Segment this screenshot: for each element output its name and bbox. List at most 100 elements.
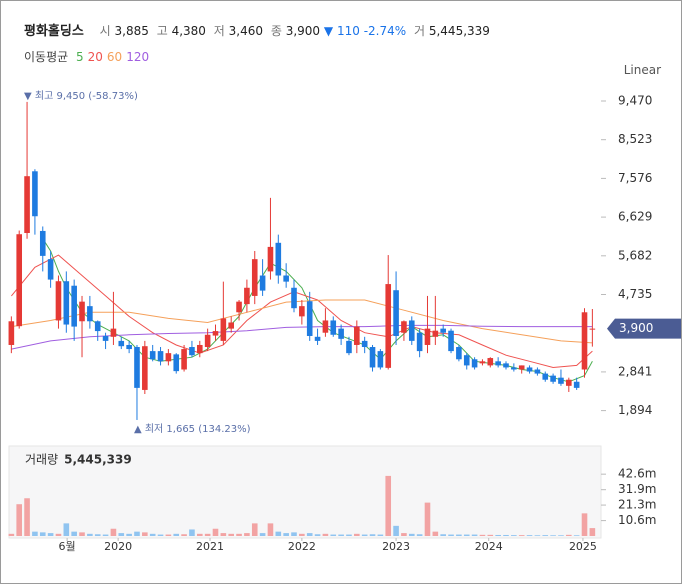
candle-body	[189, 347, 195, 356]
volume-bar	[259, 533, 266, 536]
volume-bar	[440, 534, 446, 536]
candle-body	[566, 379, 572, 386]
candle-body	[322, 320, 329, 333]
open-label: 시	[99, 24, 111, 38]
candle-body	[142, 346, 148, 390]
candle-body	[149, 351, 156, 360]
y-tick-label: 42.6m	[618, 467, 656, 481]
volume-bar	[369, 534, 376, 536]
candle-body	[550, 375, 556, 382]
legend-entry: 5	[76, 50, 84, 64]
candle-body	[346, 340, 352, 354]
candle-body	[165, 353, 172, 362]
volume-bar	[581, 513, 588, 536]
volume-bar	[196, 533, 203, 536]
volume-bar	[346, 534, 352, 536]
volume-bar	[503, 534, 509, 536]
legend-entry: 120	[126, 50, 150, 64]
extreme-annotation: ▼ 최고 9,450 (-58.73%)	[24, 90, 138, 102]
x-tick-label: 2024	[475, 540, 503, 553]
x-tick-label: 2025	[569, 540, 597, 553]
candle-body	[24, 176, 30, 233]
volume-bar	[87, 533, 93, 536]
candle-body	[408, 320, 415, 341]
close-label: 종	[270, 24, 282, 38]
close-value: 3,900	[285, 24, 321, 38]
volume-bar	[354, 533, 360, 536]
volume-bar	[55, 533, 62, 536]
ma-legend: 이동평균 5 20 60 120	[24, 48, 149, 65]
volume-bar	[495, 534, 501, 536]
candle-body	[526, 367, 533, 372]
volume-title-value: 5,445,339	[64, 453, 132, 467]
volume-bar	[189, 529, 195, 536]
candle-body	[542, 373, 549, 380]
volume-bar	[149, 533, 156, 536]
candle-body	[8, 321, 15, 345]
change-arrow: ▼	[323, 24, 334, 38]
candle-body	[581, 312, 588, 370]
volume-bar	[267, 523, 274, 536]
volume-bar	[534, 535, 541, 536]
volume-bar	[377, 534, 384, 536]
candle-body	[432, 330, 439, 337]
candle-body	[495, 361, 501, 366]
candle-body	[55, 281, 62, 321]
volume-bar	[32, 531, 38, 536]
volume-bar	[456, 534, 462, 536]
candle-body	[440, 328, 446, 333]
scale-button[interactable]: Linear	[623, 63, 661, 77]
x-tick-label: 2021	[196, 540, 224, 553]
candle-body	[518, 365, 525, 370]
x-tick-label: 2022	[288, 540, 316, 553]
volume-bar	[39, 532, 46, 536]
volume-bar	[165, 534, 172, 536]
candle-body	[94, 321, 101, 332]
volume-bar	[173, 533, 180, 536]
y-tick-label: 31.9m	[618, 482, 656, 496]
ma-line	[11, 254, 593, 369]
volume-bar	[471, 534, 478, 536]
candle-body	[173, 354, 180, 372]
volume-bar	[573, 535, 580, 536]
extreme-annotation: ▲ 최저 1,665 (134.23%)	[134, 423, 251, 435]
volume-bar	[8, 533, 15, 536]
volume-bar	[330, 534, 337, 536]
candle-body	[511, 367, 517, 370]
candle-body	[134, 347, 140, 388]
candle-body	[338, 328, 344, 339]
volume-bar	[228, 533, 234, 536]
candle-body	[126, 344, 132, 350]
candle-body	[456, 347, 462, 360]
candle-body	[503, 363, 509, 368]
volume-bar	[126, 533, 132, 536]
candle-body	[416, 332, 423, 352]
candle-body	[291, 287, 297, 309]
volume-bar	[518, 535, 525, 536]
y-tick-label: 6,629	[618, 210, 652, 224]
volume-bar	[212, 528, 219, 536]
ma-line	[11, 299, 593, 344]
volume-bar	[71, 531, 77, 536]
candle-body	[479, 361, 486, 364]
candle-body	[236, 301, 242, 313]
candle-body	[71, 285, 77, 327]
volume-bar	[47, 533, 54, 536]
volume-bar	[408, 533, 415, 536]
stock-name: 평화홀딩스	[24, 24, 84, 39]
volume-bar	[283, 533, 289, 536]
y-tick-label: 4,735	[618, 287, 652, 301]
candle-body	[196, 344, 203, 354]
volume-title: 거래량	[25, 453, 58, 467]
volume-bar	[275, 531, 282, 536]
candle-body	[181, 349, 187, 370]
low-label: 저	[213, 24, 225, 38]
candle-body	[118, 340, 125, 347]
volume-bar	[463, 534, 470, 536]
high-label: 고	[156, 24, 168, 38]
volume-bar	[299, 533, 305, 536]
volume-bar	[401, 533, 407, 536]
y-tick-label: 7,576	[618, 171, 652, 185]
high-value: 4,380	[171, 24, 206, 38]
